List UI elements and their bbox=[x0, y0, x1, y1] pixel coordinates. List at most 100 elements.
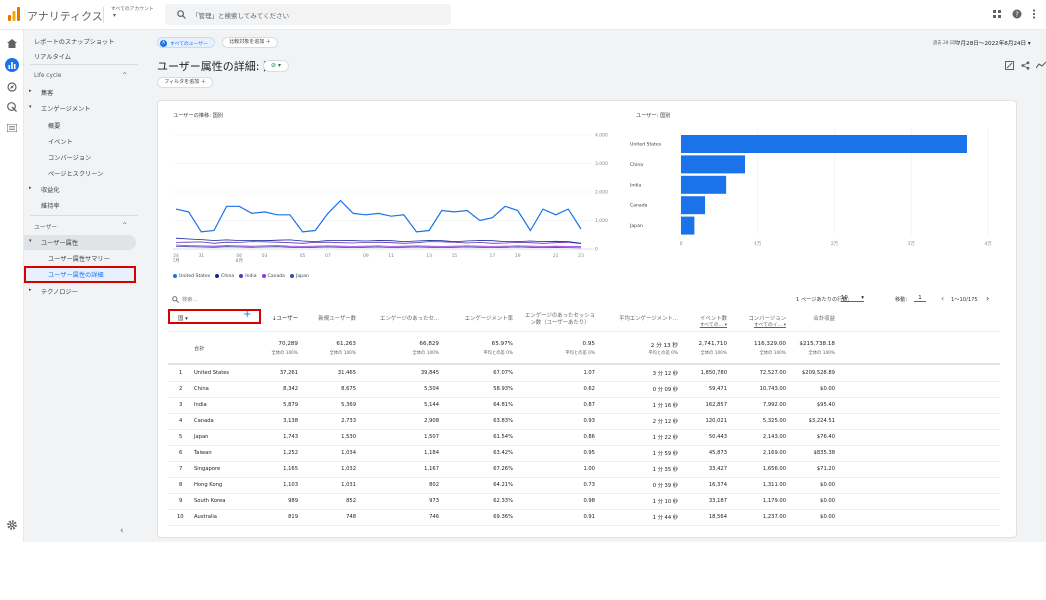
column-header[interactable]: 合計収益 bbox=[813, 316, 835, 322]
row-country[interactable]: United States bbox=[194, 370, 230, 376]
column-sub-selector[interactable]: すべての... ▾ bbox=[699, 323, 727, 328]
row-cell: 1,034 bbox=[341, 450, 356, 456]
rows-per-page-value: 10 bbox=[841, 295, 848, 301]
row-cell: 973 bbox=[429, 498, 439, 504]
row-divider bbox=[168, 413, 1000, 414]
column-header[interactable]: イベント数 bbox=[700, 316, 727, 322]
column-sub-selector[interactable]: すべてのイ... ▾ bbox=[754, 323, 786, 328]
explore-icon[interactable] bbox=[7, 82, 17, 92]
x-tick-label: 1万 bbox=[754, 241, 762, 247]
column-header[interactable]: エンゲージメント率 bbox=[464, 316, 513, 322]
nav-monetization[interactable]: 収益化 bbox=[41, 187, 60, 194]
nav-section-user[interactable]: ユーザー bbox=[34, 225, 58, 231]
line-chart-legend: United States China India Canada Japan bbox=[173, 272, 314, 280]
row-country[interactable]: Taiwan bbox=[194, 450, 212, 456]
row-cell: 748 bbox=[346, 514, 356, 520]
dimension-selector[interactable]: 国 ▾ bbox=[178, 316, 188, 322]
nav-attr-detail-highlight[interactable] bbox=[24, 266, 136, 283]
totals-sub: 全体の 100% bbox=[700, 351, 727, 356]
column-header[interactable]: コンバージョン bbox=[748, 316, 786, 322]
share-icon[interactable] bbox=[1021, 61, 1030, 70]
legend-label: United States bbox=[179, 273, 211, 279]
row-cell: 5,369 bbox=[341, 402, 356, 408]
nav-section-lifecycle[interactable]: Life cycle bbox=[34, 73, 62, 79]
collapse-arrow-icon[interactable]: ▾ bbox=[29, 238, 32, 244]
row-cell: 3 分 12 秒 bbox=[652, 371, 678, 377]
insights-icon[interactable] bbox=[1036, 61, 1046, 70]
goto-input[interactable]: 1 bbox=[914, 295, 926, 302]
nav-technology[interactable]: テクノロジー bbox=[41, 289, 78, 296]
column-header[interactable]: 平均エンゲージメント... bbox=[619, 316, 678, 322]
bar-chart[interactable]: 0 1万 2万 3万 4万 United States China India Canada Ja… bbox=[628, 123, 1013, 258]
nav-user-attributes[interactable]: ユーザー属性 bbox=[41, 240, 79, 247]
collapse-icon[interactable]: ‹ bbox=[120, 526, 124, 536]
expand-arrow-icon[interactable]: ▸ bbox=[29, 287, 32, 293]
row-country[interactable]: Hong Kong bbox=[194, 482, 223, 488]
column-header[interactable]: ↓ユーザー bbox=[272, 316, 298, 322]
bar-category-label: Canada bbox=[630, 203, 648, 209]
analytics-logo-icon[interactable] bbox=[8, 7, 20, 21]
rows-per-page-select[interactable]: 10 ▾ bbox=[841, 295, 864, 302]
date-range-picker[interactable]: 7月28日〜2022年8月24日 ▾ bbox=[957, 41, 1031, 47]
search-bar[interactable]: 「管理」と検索してみてください bbox=[165, 4, 451, 25]
chevron-up-icon[interactable]: ^ bbox=[122, 222, 128, 229]
dimension-selector-highlight[interactable] bbox=[168, 309, 261, 324]
nav-conversions[interactable]: コンバージョン bbox=[48, 155, 92, 162]
prev-page-icon[interactable]: ‹ bbox=[941, 294, 945, 303]
row-country[interactable]: South Korea bbox=[194, 498, 226, 504]
chevron-up-icon[interactable]: ^ bbox=[122, 72, 128, 79]
nav-engagement[interactable]: エンゲージメント bbox=[41, 106, 91, 113]
totals-value: 2,741,710 bbox=[698, 341, 727, 347]
reports-icon[interactable] bbox=[5, 58, 19, 72]
totals-value: 0.95 bbox=[582, 341, 595, 347]
nav-events[interactable]: イベント bbox=[48, 139, 73, 146]
expand-arrow-icon[interactable]: ▸ bbox=[29, 185, 32, 191]
row-country[interactable]: Australia bbox=[194, 514, 217, 520]
nav-acquisition[interactable]: 集客 bbox=[41, 90, 54, 97]
row-cell: 802 bbox=[429, 482, 439, 488]
table-search-input[interactable]: 検索... bbox=[182, 297, 198, 303]
nav-pages[interactable]: ページとスクリーン bbox=[48, 171, 104, 178]
collapse-arrow-icon[interactable]: ▾ bbox=[29, 104, 32, 110]
column-header[interactable]: エンゲージのあったセ... bbox=[380, 316, 439, 322]
help-icon[interactable]: ? bbox=[1012, 9, 1022, 19]
nav-attr-detail[interactable]: ユーザー属性の詳細 bbox=[48, 272, 104, 279]
expand-arrow-icon[interactable]: ▸ bbox=[29, 88, 32, 94]
row-cell: $0.00 bbox=[820, 498, 835, 504]
nav-overview[interactable]: 概要 bbox=[48, 123, 61, 130]
account-dropdown[interactable]: ▾ bbox=[113, 12, 117, 19]
bar-india bbox=[681, 175, 727, 194]
nav-snapshot[interactable]: レポートのスナップショット bbox=[34, 39, 115, 46]
account-label[interactable]: すべてのアカウント bbox=[111, 7, 154, 12]
filter-chip[interactable]: フィルタを追加 ＋ bbox=[157, 77, 213, 88]
row-cell: 1 分 10 秒 bbox=[652, 499, 678, 505]
nav-retention[interactable]: 維持率 bbox=[41, 203, 60, 210]
nav-realtime[interactable]: リアルタイム bbox=[34, 54, 71, 61]
column-header[interactable]: 新規ユーザー数 bbox=[318, 316, 356, 322]
settings-icon[interactable] bbox=[7, 520, 17, 530]
row-country[interactable]: Japan bbox=[194, 434, 209, 440]
row-country[interactable]: Singapore bbox=[194, 466, 221, 472]
row-cell: 0 分 39 秒 bbox=[652, 483, 678, 489]
row-cell: 2,143.00 bbox=[762, 434, 786, 440]
advertising-icon[interactable] bbox=[7, 102, 17, 112]
home-icon[interactable] bbox=[7, 39, 17, 48]
column-header[interactable]: エンゲージのあったセッション数（ユーザーあたり） bbox=[525, 313, 595, 326]
list-icon[interactable] bbox=[7, 124, 17, 132]
add-dimension-icon[interactable]: + bbox=[243, 309, 252, 320]
row-cell: 2,908 bbox=[424, 418, 439, 424]
segment-chip[interactable]: A すべてのユーザー bbox=[157, 37, 215, 48]
nav-attr-summary[interactable]: ユーザー属性サマリー bbox=[48, 256, 110, 263]
row-country[interactable]: China bbox=[194, 386, 209, 392]
row-cell: 2 分 12 秒 bbox=[652, 419, 678, 425]
row-country[interactable]: Canada bbox=[194, 418, 214, 424]
next-page-icon[interactable]: › bbox=[986, 294, 990, 303]
apps-icon[interactable] bbox=[993, 10, 1001, 18]
compare-chip[interactable]: 比較対象を追加 ＋ bbox=[222, 37, 278, 48]
edit-report-icon[interactable] bbox=[1005, 61, 1014, 70]
status-dropdown[interactable]: ⊘ ▾ bbox=[263, 60, 289, 72]
more-vert-icon[interactable] bbox=[1032, 9, 1036, 19]
divider bbox=[103, 7, 104, 23]
row-country[interactable]: India bbox=[194, 402, 207, 408]
